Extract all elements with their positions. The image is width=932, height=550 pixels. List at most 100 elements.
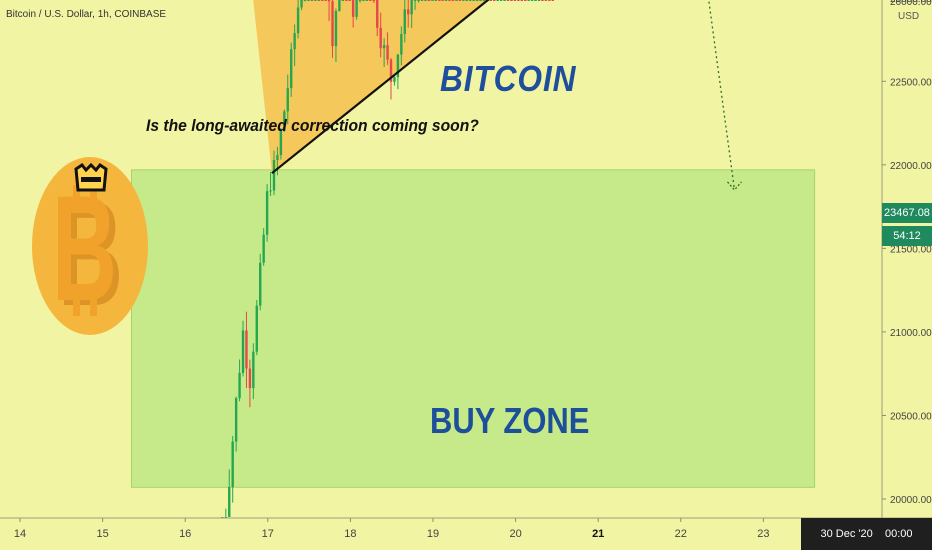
candle-up [279,130,283,156]
candle-up [358,0,362,1]
svg-text:B: B [52,165,117,332]
candle-up [410,0,413,15]
candle-down [376,0,379,28]
price-tick-label-clipped: 26000.00 [890,0,932,8]
candle-down [386,45,389,60]
candle-down [327,0,331,2]
candle-down [506,0,510,1]
candle-down [520,0,523,1]
candle-up [475,0,479,1]
time-tick-label: 20 [509,528,521,540]
candle-down [489,0,493,1]
current-date: 30 Dec '20 [820,528,873,540]
candle-up [424,0,427,1]
candle-up [417,0,420,1]
candle-down [524,0,527,1]
candle-up [455,0,458,1]
candle-down [248,368,252,389]
candle-down [493,0,496,1]
chart-subtitle: Is the long-awaited correction coming so… [146,116,479,135]
chart-title: BITCOIN [440,58,577,99]
candle-up [479,0,482,1]
current-price-badge: 23467.08 [882,203,932,223]
candle-up [272,160,276,191]
buy-zone-label: BUY ZONE [430,400,590,441]
candle-up [269,190,272,192]
candle-down [510,0,513,1]
rising-wedge-area [253,0,488,174]
candle-down [245,330,248,369]
candle-down [551,0,554,1]
candle-up [462,0,465,1]
projection-down-arrow[interactable] [677,0,736,190]
candle-up [293,33,296,50]
candle-down [331,1,334,47]
candle-up [286,88,289,112]
candle-down [458,0,462,1]
time-axis[interactable]: 14 15 16 17 18 19 20 21 22 23 [14,518,770,540]
candle-up [317,0,320,1]
candle-up [265,191,269,235]
candle-up [255,305,258,352]
price-tick-label: 23000.00 [890,0,932,5]
time-tick-label: 22 [675,528,687,540]
candle-down [314,0,317,1]
candle-up [420,0,424,1]
current-date-badge: 30 Dec '20 00:00 [801,518,932,550]
candle-up [413,0,417,1]
candle-up [403,9,406,34]
candle-up [276,155,279,161]
buy-zone-rect [131,169,816,488]
time-tick-label: 18 [344,528,356,540]
candle-up [310,0,314,1]
candle-down [348,0,351,1]
current-time: 00:00 [884,528,913,540]
candles-group [221,0,554,518]
candle-up [234,398,238,442]
candle-up [262,234,265,263]
candle-up [241,330,245,373]
candle-up [496,0,499,1]
price-tick-label: 21000.00 [890,328,932,339]
candle-up [482,0,486,1]
candle-up [468,0,472,1]
candle-down [517,0,520,1]
symbol-info[interactable]: Bitcoin / U.S. Dollar, 1h, COINBASE [6,9,167,20]
candle-up [499,0,503,1]
candle-up [231,441,234,488]
candle-down [345,0,348,1]
price-tick-label: 22000.00 [890,161,932,172]
candle-down [379,27,382,49]
candle-up [527,0,530,1]
candle-up [362,0,365,1]
candle-up [465,0,468,1]
price-tick-label: 21500.00 [890,244,932,255]
time-tick-label: 23 [757,528,769,540]
candle-down [372,0,376,1]
candle-down [544,0,548,1]
wedge-lower-trendline[interactable] [271,0,730,175]
candle-down [427,0,431,1]
candle-up [472,0,475,1]
time-tick-label: 17 [262,528,274,540]
candle-up [303,0,307,1]
candle-down [541,0,544,1]
candle-down [437,0,441,1]
arrow-head-down-icon [727,181,742,191]
candle-up [238,372,241,399]
candle-down [448,0,451,1]
candle-up [341,0,345,1]
candle-up [530,0,534,1]
candle-down [407,9,410,15]
candle-down [441,0,444,1]
candle-up [283,111,286,131]
candle-up [382,45,386,49]
candle-up [400,33,403,55]
currency-unit: USD [898,11,920,22]
price-tick-label: 20000.00 [890,495,932,506]
candle-up [307,0,310,1]
candle-up [396,54,400,78]
price-axis[interactable]: 20000.00 20500.00 21000.00 21500.00 22000.00… [882,0,932,506]
